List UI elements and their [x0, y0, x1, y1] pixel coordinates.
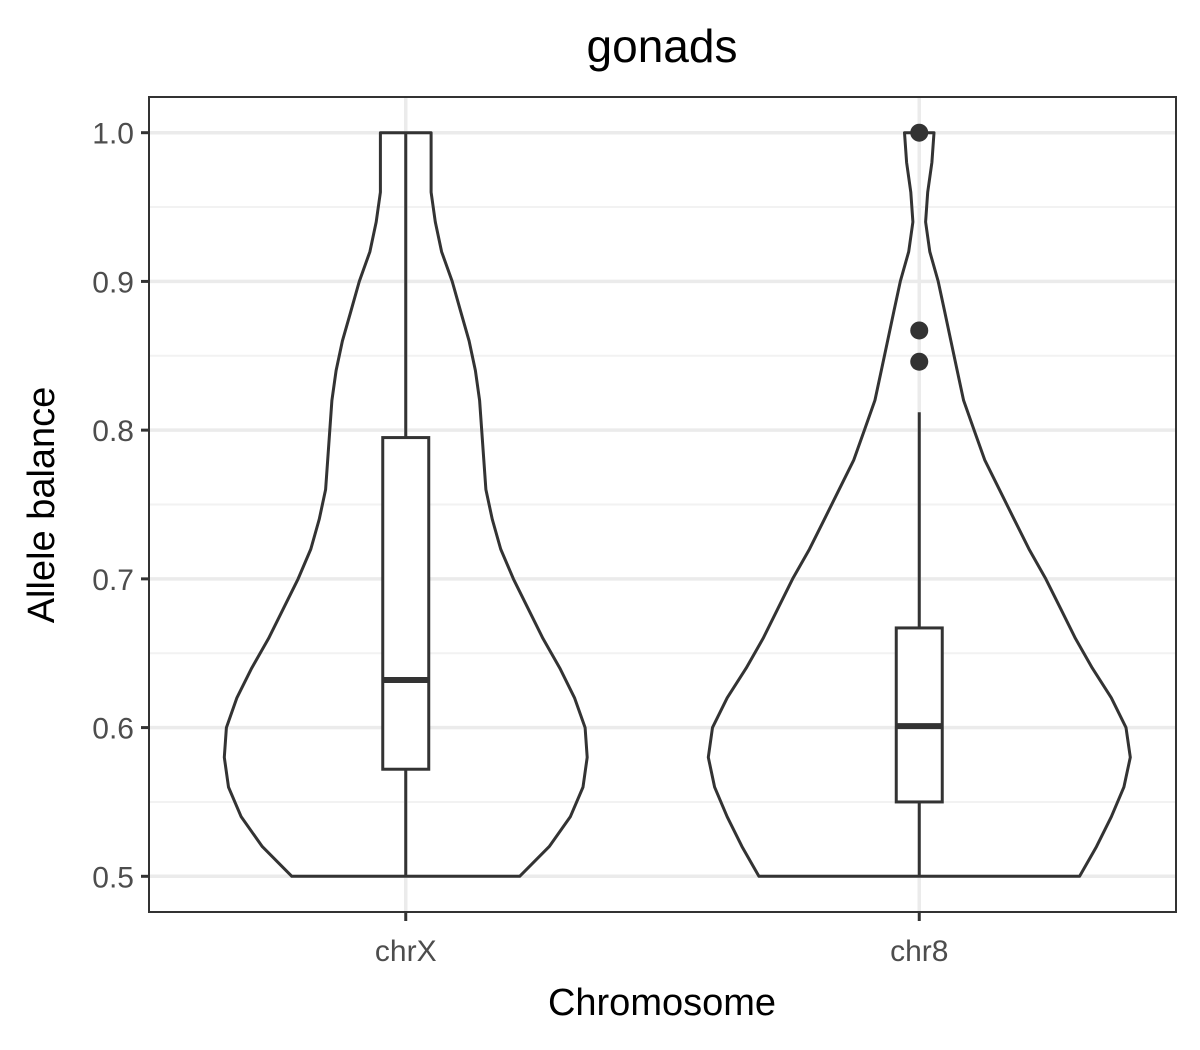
box-chrX	[381, 436, 431, 771]
outlier-point-chr8	[910, 123, 929, 142]
y-axis-title: Allele balance	[21, 387, 63, 624]
violin-chr8	[706, 131, 1132, 878]
x-tick-label-chr8: chr8	[890, 935, 948, 968]
y-tick-label: 1.0	[92, 118, 134, 151]
outlier-point-chr8	[910, 321, 929, 340]
y-tick-label: 0.9	[92, 266, 134, 299]
grid-lines	[149, 97, 1176, 912]
violin-chrX	[222, 131, 589, 878]
x-axis-title: Chromosome	[548, 982, 776, 1024]
y-tick-label: 0.5	[92, 861, 134, 894]
chart-title: gonads	[587, 20, 738, 72]
plot-panel-border	[148, 96, 1177, 913]
axes: 0.5 0.6 0.7 0.8 0.9 1.0 chrX chr8	[92, 118, 948, 968]
x-tick-label-chrX: chrX	[375, 935, 437, 968]
y-tick-label: 0.6	[92, 713, 134, 746]
box-chr8	[894, 626, 944, 804]
y-tick-label: 0.7	[92, 564, 134, 597]
outlier-point-chr8	[910, 352, 929, 371]
violins	[222, 123, 1132, 878]
y-tick-label: 0.8	[92, 415, 134, 448]
